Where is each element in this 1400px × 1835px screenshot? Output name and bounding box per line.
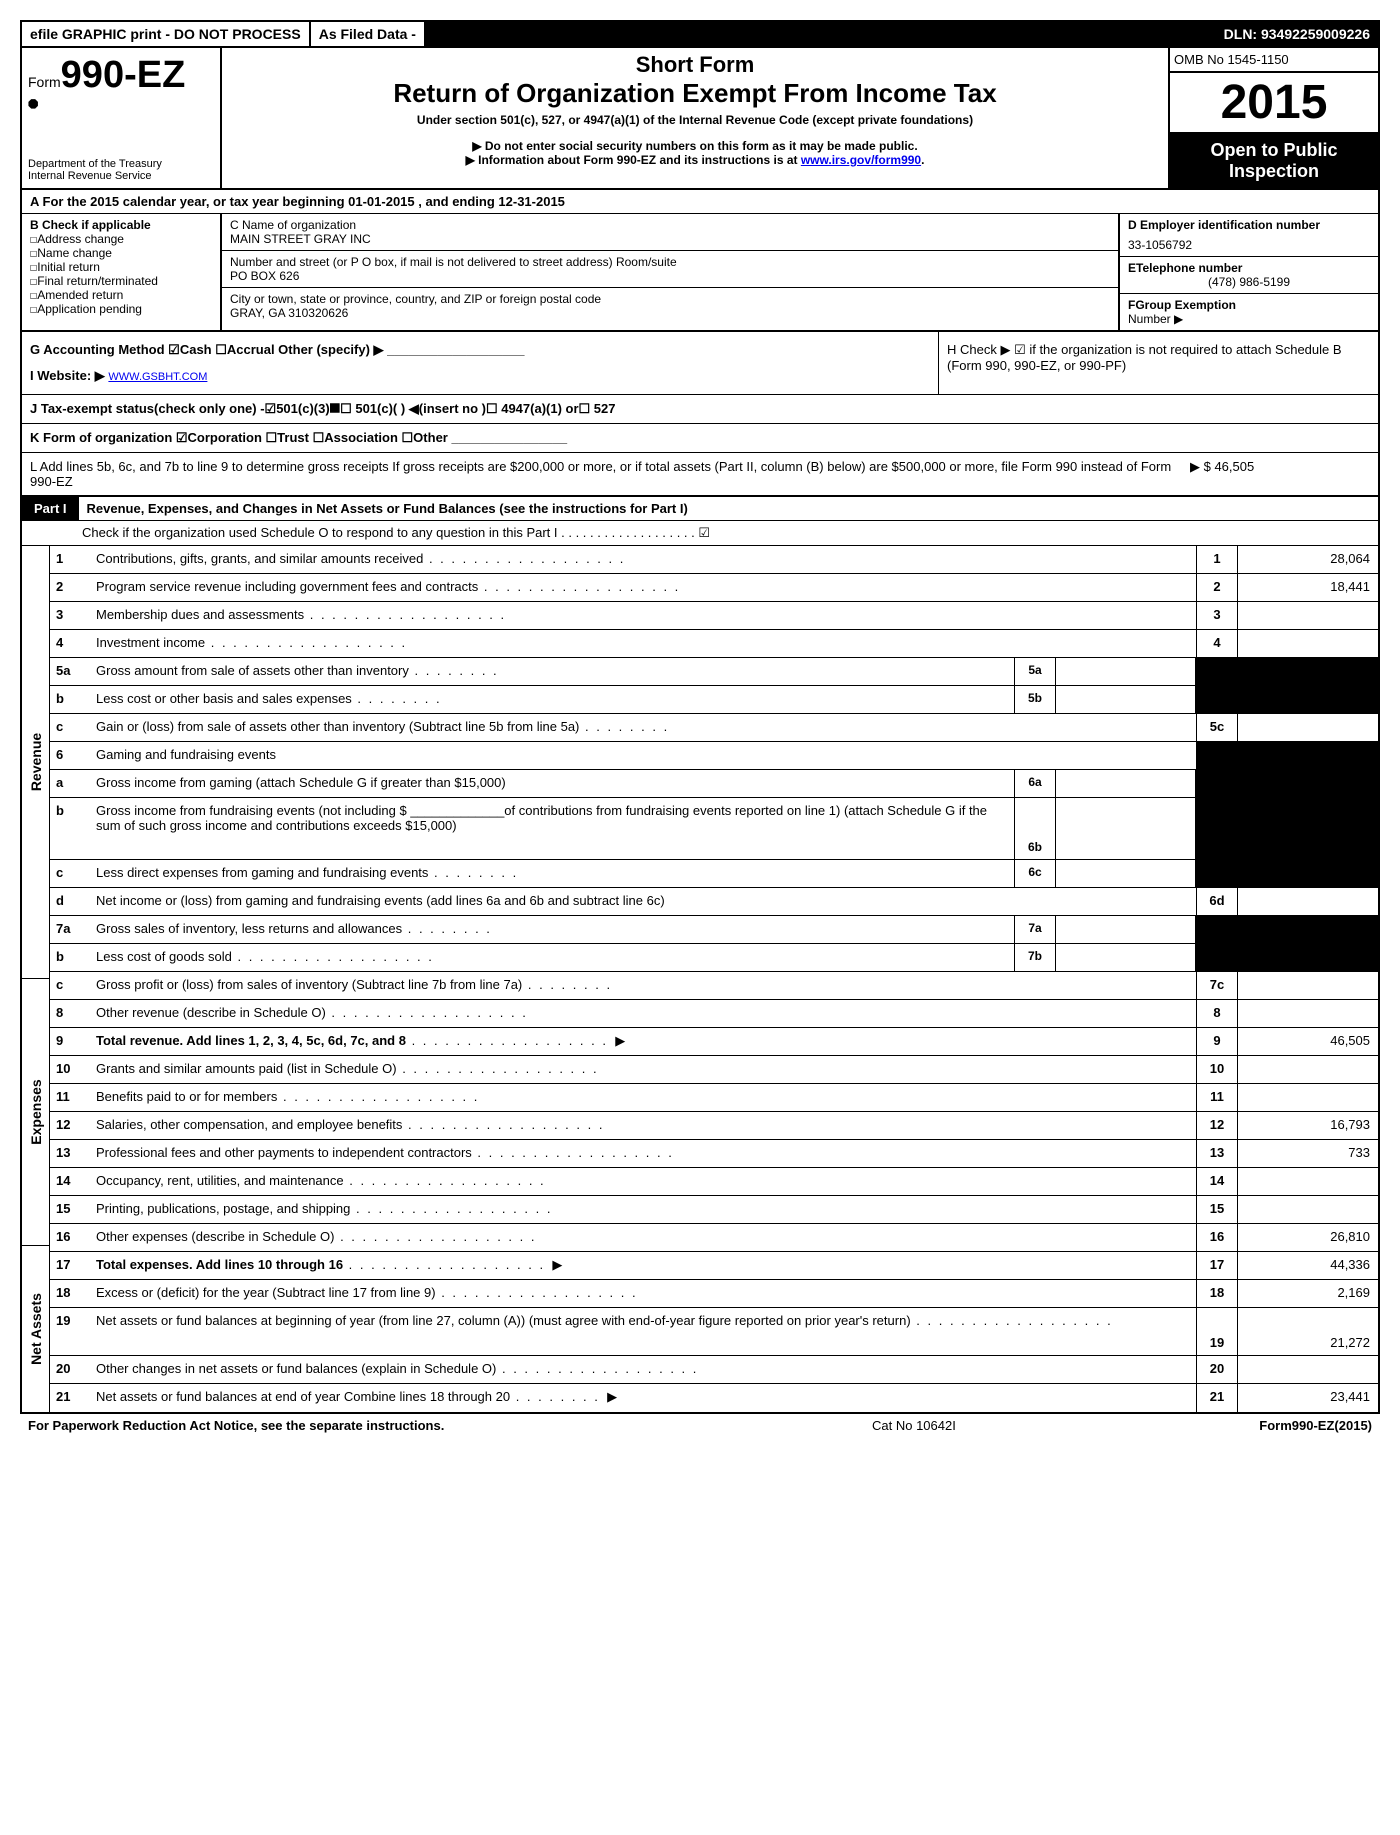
eagle-icon: ⯃ — [28, 97, 214, 113]
short-form-title: Short Form — [232, 52, 1158, 78]
line-a-tax-year: A For the 2015 calendar year, or tax yea… — [22, 190, 1378, 214]
dept-treasury: Department of the Treasury — [28, 158, 214, 170]
amt-18: 2,169 — [1238, 1280, 1378, 1307]
amt-21: 23,441 — [1238, 1384, 1378, 1412]
return-title: Return of Organization Exempt From Incom… — [232, 78, 1158, 109]
section-b-c-d: B Check if applicable ☐Address change ☐N… — [22, 214, 1378, 332]
as-filed: As Filed Data - — [311, 22, 426, 46]
g-accounting: G Accounting Method ☑Cash ☐Accrual Other… — [22, 332, 938, 394]
amt-8 — [1238, 1000, 1378, 1027]
f-group-label: FGroup Exemption — [1128, 298, 1236, 312]
amt-6d — [1238, 888, 1378, 915]
irs-link[interactable]: www.irs.gov/form990 — [801, 153, 921, 167]
form-number: 990-EZ — [61, 54, 186, 96]
omb-number: OMB No 1545-1150 — [1170, 48, 1378, 73]
cat-no: Cat No 10642I — [872, 1418, 1172, 1433]
amt-3 — [1238, 602, 1378, 629]
form-header: Form990-EZ ⯃ Department of the Treasury … — [22, 48, 1378, 190]
f-group-label2: Number ▶ — [1128, 312, 1183, 326]
under-section: Under section 501(c), 527, or 4947(a)(1)… — [232, 113, 1158, 127]
amt-12: 16,793 — [1238, 1112, 1378, 1139]
amt-20 — [1238, 1356, 1378, 1383]
website-link[interactable]: WWW.GSBHT.COM — [108, 371, 207, 383]
amt-10 — [1238, 1056, 1378, 1083]
phone: (478) 986-5199 — [1128, 275, 1370, 289]
form-footer: For Paperwork Reduction Act Notice, see … — [20, 1414, 1380, 1437]
amt-7c — [1238, 972, 1378, 999]
amt-5c — [1238, 714, 1378, 741]
c-street-label: Number and street (or P O box, if mail i… — [230, 255, 1110, 269]
c-city-label: City or town, state or province, country… — [230, 292, 1110, 306]
c-name-label: C Name of organization — [230, 218, 1110, 232]
part-i-header: Part I Revenue, Expenses, and Changes in… — [22, 497, 1378, 521]
e-phone-label: ETelephone number — [1128, 261, 1370, 275]
chk-address[interactable]: ☐Address change — [30, 232, 212, 246]
chk-final[interactable]: ☐Final return/terminated — [30, 274, 212, 288]
amt-11 — [1238, 1084, 1378, 1111]
org-name: MAIN STREET GRAY INC — [230, 232, 1110, 246]
ssn-warning: ▶ Do not enter social security numbers o… — [232, 139, 1158, 153]
k-form-org: K Form of organization ☑Corporation ☐Tru… — [22, 424, 1378, 453]
header-center: Short Form Return of Organization Exempt… — [222, 48, 1168, 188]
top-bar: efile GRAPHIC print - DO NOT PROCESS As … — [22, 22, 1378, 48]
amt-14 — [1238, 1168, 1378, 1195]
b-heading: B Check if applicable — [30, 218, 212, 232]
part-i-label: Part I — [22, 497, 79, 520]
i-label: I Website: ▶ — [30, 368, 105, 383]
d-ein-label: D Employer identification number — [1128, 218, 1370, 232]
form-label: Form — [28, 74, 61, 90]
paperwork-notice: For Paperwork Reduction Act Notice, see … — [28, 1418, 872, 1433]
amt-15 — [1238, 1196, 1378, 1223]
l-gross-receipts: L Add lines 5b, 6c, and 7b to line 9 to … — [22, 453, 1378, 497]
form-990ez: efile GRAPHIC print - DO NOT PROCESS As … — [20, 20, 1380, 1414]
amt-17: 44,336 — [1238, 1252, 1378, 1279]
col-d-e-f: D Employer identification number 33-1056… — [1118, 214, 1378, 330]
amt-1: 28,064 — [1238, 546, 1378, 573]
org-street: PO BOX 626 — [230, 269, 1110, 283]
amt-4 — [1238, 630, 1378, 657]
chk-pending[interactable]: ☐Application pending — [30, 302, 212, 316]
revenue-label: Revenue — [22, 546, 50, 978]
netassets-label: Net Assets — [22, 1245, 50, 1412]
tax-year: 2015 — [1170, 73, 1378, 134]
amt-9: 46,505 — [1238, 1028, 1378, 1055]
ein: 33-1056792 — [1128, 238, 1370, 252]
part-i-body: Revenue Expenses Net Assets 1Contributio… — [22, 546, 1378, 1412]
header-right: OMB No 1545-1150 2015 Open to Public Ins… — [1168, 48, 1378, 188]
part-i-title: Revenue, Expenses, and Changes in Net As… — [79, 497, 696, 520]
chk-name[interactable]: ☐Name change — [30, 246, 212, 260]
chk-amended[interactable]: ☐Amended return — [30, 288, 212, 302]
expenses-label: Expenses — [22, 978, 50, 1245]
open-public: Open to Public Inspection — [1170, 134, 1378, 188]
amt-2: 18,441 — [1238, 574, 1378, 601]
efile-notice: efile GRAPHIC print - DO NOT PROCESS — [22, 22, 311, 46]
h-schedule-b: H Check ▶ ☑ if the organization is not r… — [938, 332, 1378, 394]
org-city: GRAY, GA 310320626 — [230, 306, 1110, 320]
chk-initial[interactable]: ☐Initial return — [30, 260, 212, 274]
amt-13: 733 — [1238, 1140, 1378, 1167]
col-c-org-info: C Name of organization MAIN STREET GRAY … — [222, 214, 1118, 330]
col-b-checkboxes: B Check if applicable ☐Address change ☐N… — [22, 214, 222, 330]
j-tax-exempt: J Tax-exempt status(check only one) -☑50… — [22, 395, 1378, 424]
amt-19: 21,272 — [1238, 1308, 1378, 1355]
footer-form: Form990-EZ(2015) — [1172, 1418, 1372, 1433]
l-amount: ▶ $ 46,505 — [1190, 459, 1370, 489]
info-line: ▶ Information about Form 990-EZ and its … — [232, 153, 1158, 167]
dln: DLN: 93492259009226 — [1216, 22, 1378, 46]
header-left: Form990-EZ ⯃ Department of the Treasury … — [22, 48, 222, 188]
amt-16: 26,810 — [1238, 1224, 1378, 1251]
irs-label: Internal Revenue Service — [28, 170, 214, 182]
row-g-h: G Accounting Method ☑Cash ☐Accrual Other… — [22, 332, 1378, 395]
part-i-sub: Check if the organization used Schedule … — [22, 521, 1378, 546]
